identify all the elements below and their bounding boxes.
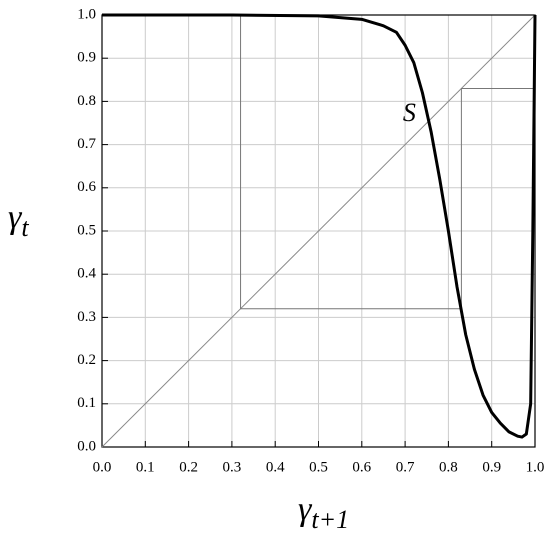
y-tick-label: 0.4 — [77, 266, 96, 282]
x-axis-label: γt+1 — [298, 491, 349, 534]
y-tick-label: 0.1 — [77, 395, 96, 411]
series-line — [101, 14, 536, 448]
x-label-symbol: γ — [298, 491, 313, 528]
x-tick-label: 0.5 — [309, 459, 328, 475]
y-tick-label: 0.7 — [77, 136, 96, 152]
x-tick-label: 0.0 — [93, 459, 112, 475]
y-tick-label: 0.6 — [77, 179, 96, 195]
x-label-subscript: t+1 — [311, 505, 349, 534]
y-tick-label: 0.3 — [77, 309, 96, 325]
y-label-subscript: t — [21, 213, 29, 242]
y-axis-label: γt — [8, 199, 29, 242]
x-tick-label: 0.3 — [223, 459, 242, 475]
y-tick-label: 0.9 — [77, 50, 96, 66]
y-label-symbol: γ — [8, 199, 23, 236]
y-tick-label: 1.0 — [77, 6, 96, 22]
y-tick-label: 0.5 — [77, 222, 96, 238]
x-tick-label: 0.8 — [439, 459, 458, 475]
annotation: S — [403, 98, 416, 127]
x-tick-label: 1.0 — [526, 459, 545, 475]
x-tick-label: 0.2 — [179, 459, 198, 475]
y-tick-label: 0.8 — [77, 93, 96, 109]
x-tick-label: 0.9 — [482, 459, 501, 475]
y-tick-label: 0.2 — [77, 352, 96, 368]
x-tick-label: 0.7 — [396, 459, 415, 475]
series-line — [102, 13, 537, 439]
x-tick-label: 0.4 — [266, 459, 285, 475]
y-tick-label: 0.0 — [77, 438, 96, 454]
x-tick-label: 0.1 — [136, 459, 155, 475]
x-tick-label: 0.6 — [352, 459, 371, 475]
